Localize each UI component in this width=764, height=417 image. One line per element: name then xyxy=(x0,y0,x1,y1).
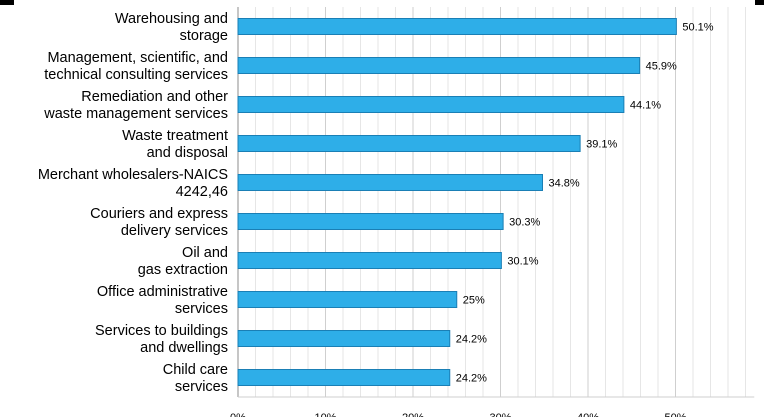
category-label: Warehousing and xyxy=(115,11,228,27)
bar xyxy=(237,174,543,191)
x-tick-label: 40% xyxy=(577,412,599,417)
value-label: 45.9% xyxy=(646,61,677,73)
x-tick-labels: 0% 10% 20% 30% 40% 50% xyxy=(230,412,687,417)
category-label: Merchant wholesalers-NAICS xyxy=(38,167,228,183)
category-label: Waste treatment xyxy=(122,128,228,144)
value-label: 24.2% xyxy=(456,334,487,346)
value-label: 30.3% xyxy=(509,217,540,229)
bar xyxy=(237,252,502,269)
x-tick-label: 50% xyxy=(664,412,686,417)
category-label: 4242,46 xyxy=(176,184,228,200)
x-tick-label: 0% xyxy=(230,412,246,417)
x-tick-label: 30% xyxy=(489,412,511,417)
bar xyxy=(237,18,677,35)
value-labels: 50.1% 45.9% 44.1% 39.1% 34.8% 30.3% 30.1% 25% 24… xyxy=(456,22,714,385)
bar xyxy=(237,213,504,230)
bars xyxy=(237,18,677,386)
category-label: Remediation and other xyxy=(81,89,228,105)
bar xyxy=(237,135,581,152)
x-tick-label: 20% xyxy=(402,412,424,417)
category-label: Office administrative xyxy=(97,284,228,300)
value-label: 44.1% xyxy=(630,100,661,112)
bar xyxy=(237,291,458,308)
value-label: 39.1% xyxy=(586,139,617,151)
x-tick-label: 10% xyxy=(314,412,336,417)
category-label: technical consulting services xyxy=(44,67,228,83)
category-label: and disposal xyxy=(147,145,228,161)
category-label: Services to buildings xyxy=(95,323,228,339)
value-label: 25% xyxy=(463,295,485,307)
category-label: Couriers and express xyxy=(90,206,228,222)
category-label: storage xyxy=(180,28,228,44)
category-label: delivery services xyxy=(121,223,228,239)
category-label: Child care xyxy=(163,362,228,378)
category-label: gas extraction xyxy=(138,262,228,278)
category-label: services xyxy=(175,379,228,395)
bar xyxy=(237,96,625,113)
value-label: 30.1% xyxy=(507,256,538,268)
category-label: waste management services xyxy=(43,106,228,122)
category-label: and dwellings xyxy=(140,340,228,356)
value-label: 50.1% xyxy=(682,22,713,34)
bar xyxy=(237,369,451,386)
category-label: services xyxy=(175,301,228,317)
value-label: 24.2% xyxy=(456,373,487,385)
bar xyxy=(237,330,451,347)
category-label: Oil and xyxy=(182,245,228,261)
bar xyxy=(237,57,641,74)
value-label: 34.8% xyxy=(549,178,580,190)
category-label: Management, scientific, and xyxy=(47,50,228,66)
corner-mark-right xyxy=(755,0,764,5)
corner-mark-left xyxy=(0,0,14,5)
